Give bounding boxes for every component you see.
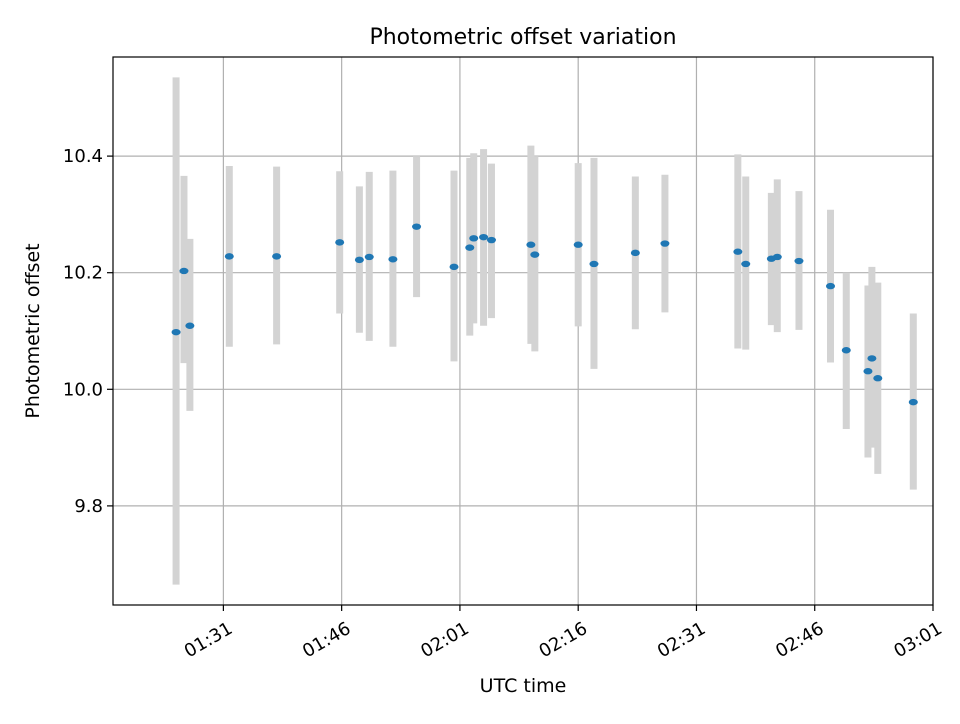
data-point <box>573 241 583 248</box>
y-axis: 9.8 10.0 10.2 10.4 <box>63 146 113 517</box>
x-tick-label: 02:46 <box>772 618 827 662</box>
data-point <box>772 253 782 261</box>
data-points <box>171 223 918 406</box>
x-tick-label: 01:46 <box>299 618 354 662</box>
x-tick-label: 02:16 <box>536 618 591 662</box>
y-tick-label: 10.0 <box>63 379 103 400</box>
data-point <box>469 235 479 242</box>
grid <box>113 57 934 605</box>
data-point <box>486 236 496 244</box>
data-point <box>863 368 873 375</box>
error-bars <box>172 77 917 585</box>
plot-frame <box>112 56 934 606</box>
y-axis-label: Photometric offset <box>22 243 44 418</box>
y-tick-label: 10.2 <box>63 263 103 284</box>
x-tick-label: 01:31 <box>181 618 236 662</box>
data-point <box>589 260 599 268</box>
data-point <box>867 355 877 362</box>
data-point <box>660 240 670 247</box>
data-point <box>272 253 282 260</box>
x-axis: 01:31 01:46 02:01 02:16 02:31 02:46 03:01 <box>181 605 946 662</box>
data-point <box>908 398 918 406</box>
x-tick-label: 02:01 <box>417 618 472 662</box>
data-point <box>826 282 835 290</box>
x-axis-label: UTC time <box>480 675 567 697</box>
data-point <box>733 248 743 255</box>
data-point <box>224 253 234 260</box>
data-point <box>185 322 195 329</box>
data-point <box>794 257 804 265</box>
data-point <box>388 256 398 263</box>
data-point <box>465 244 475 251</box>
data-point <box>630 249 640 257</box>
x-tick-label: 03:01 <box>890 618 945 662</box>
y-tick-label: 9.8 <box>74 496 103 517</box>
data-point <box>179 267 189 275</box>
x-tick-label: 02:31 <box>654 618 709 662</box>
data-point <box>841 347 851 354</box>
chart-title: Photometric offset variation <box>369 25 676 50</box>
data-point <box>354 256 364 264</box>
data-point <box>364 253 374 261</box>
data-point <box>171 328 181 336</box>
data-point <box>449 263 459 271</box>
data-point <box>530 251 540 258</box>
data-point <box>412 223 422 230</box>
data-point <box>526 241 536 248</box>
data-point <box>335 239 345 246</box>
data-point <box>741 260 751 268</box>
y-tick-label: 10.4 <box>63 146 103 167</box>
data-point <box>873 375 883 382</box>
data-point <box>479 233 489 241</box>
